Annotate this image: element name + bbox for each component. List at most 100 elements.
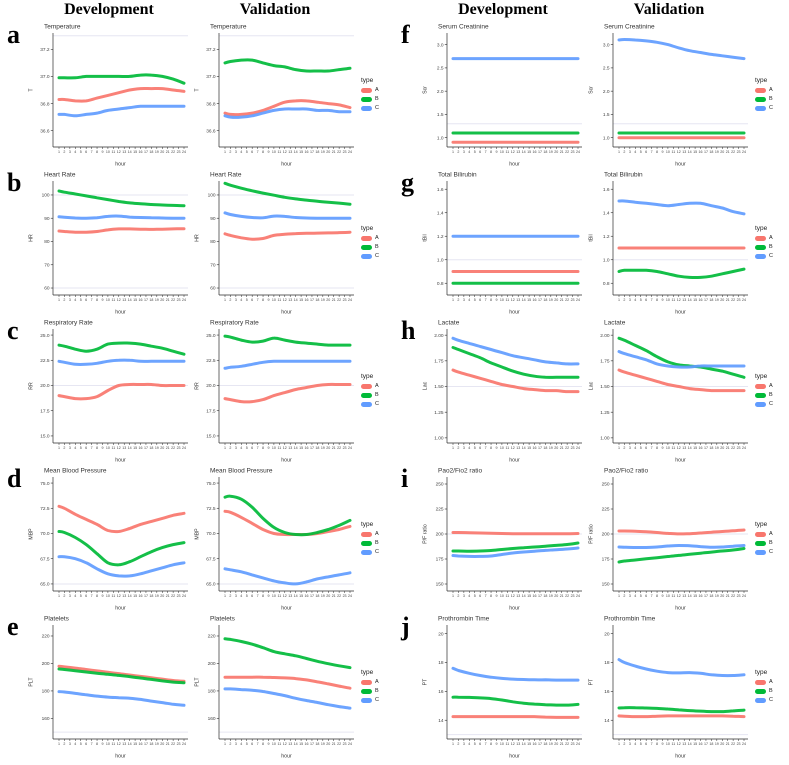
x-tick-label: 14: [128, 742, 132, 746]
x-tick-label: 2: [457, 150, 459, 154]
y-tick-label: 25.0: [40, 333, 50, 339]
y-tick-label: 65.0: [206, 582, 216, 588]
x-tick-label: 14: [128, 150, 132, 154]
x-tick-label: 12: [677, 742, 681, 746]
x-axis-label: hour: [115, 162, 126, 168]
x-tick-label: 22: [731, 298, 735, 302]
x-tick-label: 19: [321, 742, 325, 746]
series-B-line: [57, 341, 186, 356]
x-axis-label: hour: [675, 754, 686, 760]
x-tick-label: 18: [315, 594, 319, 598]
x-tick-label: 24: [742, 594, 746, 598]
y-tick-label: 1.25: [600, 410, 610, 416]
x-tick-label: 9: [495, 742, 497, 746]
x-tick-label: 4: [240, 742, 242, 746]
x-tick-label: 20: [554, 594, 558, 598]
x-tick-label: 11: [505, 594, 509, 598]
x-tick-label: 21: [726, 298, 730, 302]
series-A-line: [617, 714, 746, 719]
x-tick-label: 3: [629, 742, 631, 746]
panel-letter: j: [401, 612, 410, 641]
legend-entry-label: A: [769, 679, 773, 685]
series-C-line: [617, 658, 746, 678]
x-tick-label: 9: [495, 446, 497, 450]
x-tick-label: 23: [177, 298, 181, 302]
x-tick-label: 4: [74, 150, 76, 154]
x-tick-label: 3: [629, 150, 631, 154]
series-A-line: [57, 664, 186, 683]
x-tick-label: 15: [693, 594, 697, 598]
x-tick-label: 20: [720, 150, 724, 154]
x-tick-label: 7: [651, 594, 653, 598]
x-tick-label: 15: [133, 298, 137, 302]
x-tick-label: 21: [332, 150, 336, 154]
x-tick-label: 21: [166, 742, 170, 746]
y-tick-label: 0.8: [603, 281, 610, 287]
x-tick-label: 10: [272, 150, 276, 154]
x-tick-label: 16: [305, 150, 309, 154]
y-tick-label: 36.8: [40, 101, 50, 107]
x-tick-label: 24: [576, 446, 580, 450]
x-tick-label: 2: [63, 150, 65, 154]
x-tick-label: 13: [516, 298, 520, 302]
x-tick-label: 5: [640, 594, 642, 598]
x-tick-label: 8: [96, 742, 98, 746]
y-ticks: 60 70 80 90 100: [42, 193, 53, 292]
y-tick-label: 250: [436, 482, 444, 488]
x-tick-label: 15: [299, 298, 303, 302]
legend-cell: type A B C: [752, 464, 789, 612]
x-tick-label: 3: [629, 298, 631, 302]
y-tick-label: 75.0: [40, 481, 50, 487]
legend-title: type: [361, 225, 374, 232]
x-tick-label: 9: [267, 594, 269, 598]
x-axis-label: hour: [509, 310, 520, 316]
x-tick-label: 19: [549, 298, 553, 302]
y-tick-label: 65.0: [40, 582, 50, 588]
legend-entry: A: [361, 87, 379, 93]
x-tick-label: 8: [262, 150, 264, 154]
legend-entry-label: C: [769, 697, 773, 703]
x-tick-label: 19: [715, 298, 719, 302]
chart-title: Total Bilirubin: [438, 172, 477, 179]
x-tick-label: 8: [490, 298, 492, 302]
y-tick-label: 70.0: [206, 531, 216, 537]
x-tick-label: 15: [527, 446, 531, 450]
x-tick-label: 24: [348, 150, 352, 154]
x-tick-label: 20: [326, 150, 330, 154]
x-tick-label: 5: [246, 150, 248, 154]
legend-entry: C: [361, 253, 379, 259]
x-tick-label: 11: [111, 446, 115, 450]
x-tick-label: 24: [348, 742, 352, 746]
x-ticks: 1 2 3 4 5 6 7 8 9 10 11 12 13 14 15 16 17 18 19 20 21 22 23 24: [618, 591, 746, 598]
x-tick-label: 8: [96, 446, 98, 450]
x-tick-label: 16: [699, 150, 703, 154]
series-B-line: [223, 494, 352, 537]
legend-swatch-c: [755, 105, 766, 111]
y-tick-label: 1.6: [603, 187, 610, 193]
series-group: [223, 58, 352, 119]
x-tick-label: 6: [645, 446, 647, 450]
series-A-line: [223, 230, 352, 241]
x-tick-label: 19: [715, 150, 719, 154]
series-B-line: [57, 73, 186, 85]
x-tick-label: 20: [326, 594, 330, 598]
legend-entry: C: [361, 549, 379, 555]
legend-entry: B: [755, 392, 773, 398]
x-tick-label: 13: [288, 742, 292, 746]
x-tick-label: 24: [576, 298, 580, 302]
chart-title: Respiratory Rate: [210, 320, 259, 327]
x-ticks: 1 2 3 4 5 6 7 8 9 10 11 12 13 14 15 16 17 18 19 20 21 22 23 24: [618, 739, 746, 746]
series-group: [451, 57, 580, 144]
series-group: [617, 658, 746, 719]
x-tick-label: 23: [343, 594, 347, 598]
x-tick-label: 18: [543, 594, 547, 598]
x-tick-label: 24: [742, 298, 746, 302]
x-tick-label: 14: [688, 742, 692, 746]
x-tick-label: 9: [267, 150, 269, 154]
x-tick-label: 21: [726, 594, 730, 598]
